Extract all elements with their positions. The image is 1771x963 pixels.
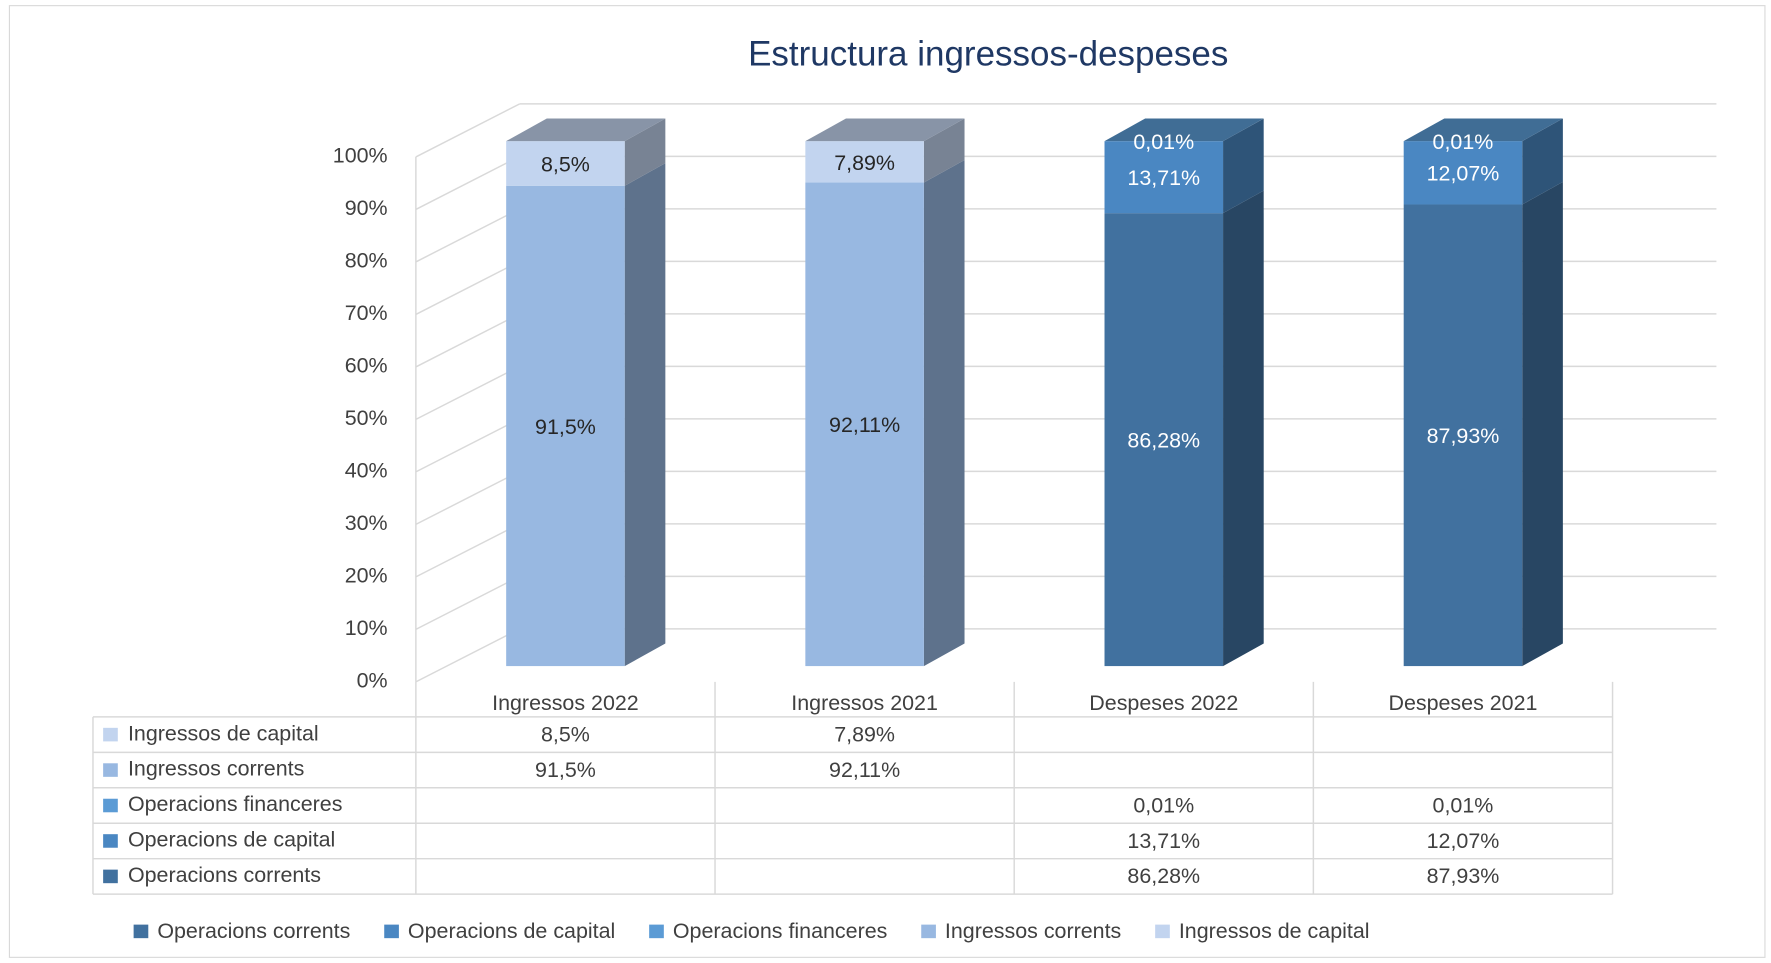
grid-line — [415, 155, 521, 211]
legend-key — [103, 834, 118, 848]
bar — [506, 141, 625, 186]
bar-side — [624, 118, 666, 186]
table-cell: 12,07% — [1427, 829, 1500, 853]
bar-side — [624, 163, 666, 667]
table-row-label: Ingressos corrents — [128, 757, 304, 781]
legend-key — [103, 763, 118, 777]
grid-line — [415, 523, 521, 578]
y-tick-label: 80% — [345, 249, 388, 273]
legend: Operacions corrents Operacions de capital… — [133, 919, 1370, 943]
table-cell: 13,71% — [1127, 829, 1200, 853]
table-cell: 92,11% — [829, 758, 900, 782]
y-tick-label: 20% — [345, 564, 388, 588]
bar-side — [1223, 190, 1264, 667]
table-cell: 86,28% — [1127, 864, 1200, 888]
bar-side — [923, 159, 965, 667]
x-tick-label: Despeses 2021 — [1388, 691, 1537, 715]
table-cell: 87,93% — [1427, 864, 1500, 888]
legend-key — [384, 924, 399, 939]
y-tick-label: 90% — [345, 196, 388, 220]
bar-top — [1104, 118, 1264, 142]
bar — [1104, 213, 1224, 667]
table-cell: 0,01% — [1433, 793, 1494, 817]
bar-side — [1522, 118, 1563, 205]
bar-top — [805, 118, 965, 142]
bar-top — [1403, 118, 1563, 142]
legend-key — [1155, 924, 1170, 939]
legend-label: Operacions corrents — [157, 919, 350, 943]
table-cell: 7,89% — [834, 722, 895, 746]
legend-key — [103, 869, 118, 884]
bar — [1403, 204, 1523, 667]
table-cell: 8,5% — [541, 722, 590, 746]
data-label: 8,5% — [541, 152, 590, 176]
bar-side — [1522, 118, 1563, 142]
data-label: 0,01% — [1433, 130, 1494, 154]
data-label: 13,71% — [1127, 166, 1200, 190]
y-tick-label: 60% — [345, 354, 388, 378]
y-tick-label: 100% — [333, 144, 388, 168]
table-cell: 0,01% — [1133, 793, 1194, 817]
legend-key — [103, 798, 118, 813]
legend-label: Operacions financeres — [673, 919, 888, 943]
grid-line — [415, 208, 521, 263]
legend-key — [921, 924, 936, 939]
legend-label: Operacions de capital — [408, 919, 615, 943]
table-cell: 91,5% — [535, 758, 596, 782]
bar-top — [506, 118, 666, 142]
chart-title: Estructura ingressos-despeses — [748, 35, 1228, 74]
bar-side — [1223, 118, 1264, 214]
y-tick-label: 50% — [345, 406, 388, 430]
data-label: 12,07% — [1427, 162, 1500, 186]
grid-line — [415, 575, 521, 631]
x-tick-label: Ingressos 2021 — [791, 691, 938, 715]
bar — [1104, 141, 1224, 214]
table-row-label: Ingressos de capital — [128, 721, 319, 745]
bar-side — [1223, 118, 1264, 142]
y-tick-label: 70% — [345, 301, 388, 325]
bar — [805, 141, 924, 183]
grid-line — [415, 103, 521, 158]
grid-line — [415, 313, 521, 368]
x-tick-label: Despeses 2022 — [1089, 691, 1238, 715]
y-tick-label: 30% — [345, 511, 388, 535]
table-row-label: Operacions corrents — [128, 863, 321, 887]
grid-line — [415, 628, 521, 683]
grid-line — [415, 365, 521, 421]
legend-label: Ingressos de capital — [1179, 919, 1370, 943]
x-tick-label: Ingressos 2022 — [492, 691, 639, 715]
bar-side — [923, 118, 965, 183]
y-tick-label: 0% — [357, 669, 388, 693]
grid-line — [415, 418, 521, 473]
data-label: 7,89% — [834, 151, 895, 175]
grid-line — [415, 260, 521, 316]
data-label: 87,93% — [1427, 424, 1500, 448]
bar — [805, 182, 924, 667]
y-tick-label: 10% — [345, 616, 388, 640]
legend-key — [133, 924, 149, 939]
legend-key — [649, 924, 664, 939]
y-tick-label: 40% — [345, 459, 388, 483]
bar-side — [1522, 181, 1563, 667]
legend-label: Ingressos corrents — [945, 919, 1121, 943]
data-label: 86,28% — [1127, 429, 1200, 453]
table-row-label: Operacions financeres — [128, 792, 342, 816]
data-label: 0,01% — [1133, 130, 1194, 154]
grid-line — [415, 470, 521, 526]
legend-key — [103, 727, 118, 742]
data-label: 92,11% — [829, 413, 900, 437]
bar — [506, 185, 625, 667]
table-row-label: Operacions de capital — [128, 828, 335, 852]
bar — [1403, 141, 1523, 205]
data-label: 91,5% — [535, 415, 596, 439]
